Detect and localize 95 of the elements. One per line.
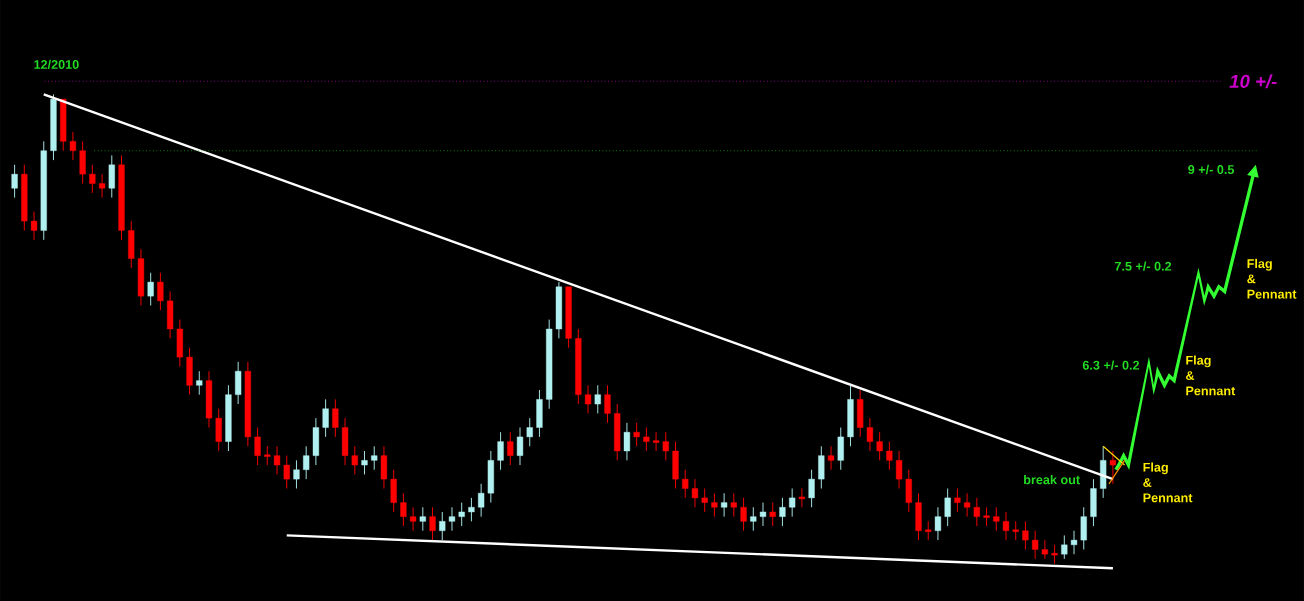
candlestick [730, 492, 737, 517]
candlestick [196, 370, 203, 395]
text: 10 +/- [1229, 74, 1277, 89]
candlestick [837, 426, 844, 471]
candlestick [886, 440, 893, 471]
candlestick [633, 422, 640, 447]
candlestick [895, 450, 903, 489]
candlestick [905, 469, 912, 513]
text: Flag & Pennant [1143, 462, 1193, 503]
candlestick [254, 426, 261, 466]
candlestick [497, 431, 504, 471]
candlestick [925, 520, 932, 541]
candlestick [1032, 530, 1039, 560]
candlestick [400, 492, 407, 527]
candlestick [740, 497, 747, 532]
candlestick [623, 422, 631, 461]
candlestick [303, 445, 310, 480]
candlestick [283, 455, 290, 489]
text: Flag & Pennant [1247, 258, 1297, 299]
candlestick [419, 506, 426, 532]
candlestick [934, 506, 942, 541]
candlestick [643, 426, 650, 452]
candlestick [157, 272, 164, 311]
candlestick [361, 450, 368, 475]
candlestick [652, 431, 660, 452]
candlestick [429, 506, 436, 541]
annotation: 6.3 +/- 0.2 [1082, 360, 1140, 370]
candlestick [954, 487, 961, 513]
candlestick [1022, 520, 1029, 550]
candlestick [759, 501, 767, 527]
candlestick [711, 492, 718, 517]
candlestick [662, 431, 669, 461]
candlestick [604, 384, 611, 424]
candlestick [478, 483, 485, 517]
annotation: break out [1024, 474, 1080, 485]
annotation: 7.5 +/- 0.2 [1114, 261, 1172, 271]
candlestick [69, 131, 77, 161]
candlestick [264, 445, 271, 466]
candlestick [721, 492, 728, 517]
candlestick [866, 417, 874, 452]
candlestick [1041, 539, 1048, 560]
candlestick [594, 384, 601, 414]
candlestick [963, 492, 971, 517]
candlestick [808, 469, 815, 508]
candlestick [983, 506, 990, 527]
candlestick [458, 501, 465, 527]
candlestick [215, 408, 222, 452]
candlestick [789, 487, 796, 517]
candlestick [89, 164, 96, 194]
candlestick [147, 272, 154, 306]
candlestick [448, 506, 456, 532]
text: 9 +/- 0.5 [1188, 164, 1235, 175]
candlestick [322, 398, 329, 438]
candlestick [876, 431, 883, 461]
candlestick [439, 511, 446, 541]
candlestick [380, 445, 388, 489]
candlestick [779, 497, 786, 527]
candlestick [79, 140, 86, 184]
candlestick [1080, 506, 1087, 550]
candlestick [30, 211, 38, 241]
candlestick [235, 361, 242, 405]
candlestick [1070, 530, 1078, 555]
candlestick [293, 459, 300, 489]
candlestick [798, 487, 805, 508]
candlestick [468, 497, 475, 522]
candlestick [973, 497, 980, 527]
candlestick [108, 154, 115, 198]
candlestick [507, 431, 514, 466]
text: 12/2010 [34, 59, 79, 69]
candlestick [98, 173, 106, 198]
text: Flag & Pennant [1186, 355, 1236, 396]
candlestick [1002, 511, 1010, 541]
candlestick [1012, 520, 1019, 541]
candlestick [818, 445, 825, 489]
candlestick [409, 506, 417, 532]
candlestick [993, 506, 1000, 532]
candlestick [701, 487, 708, 513]
candlestick [1109, 450, 1117, 485]
candlestick [526, 417, 533, 447]
candlestick [750, 506, 757, 532]
candlestick [351, 445, 358, 475]
candlestick [827, 445, 835, 471]
candlestick [11, 164, 18, 198]
candlestick [273, 445, 281, 475]
candlestick [516, 426, 524, 466]
candlestick [371, 445, 378, 471]
candlestick [691, 478, 699, 508]
candlestick [1051, 544, 1058, 564]
candlestick [682, 469, 689, 499]
candlestick [584, 384, 592, 414]
candlestick [390, 469, 397, 513]
candlestick [1061, 534, 1068, 560]
candlestick [332, 398, 339, 438]
candlestick [769, 501, 776, 527]
candlestick [944, 487, 951, 527]
